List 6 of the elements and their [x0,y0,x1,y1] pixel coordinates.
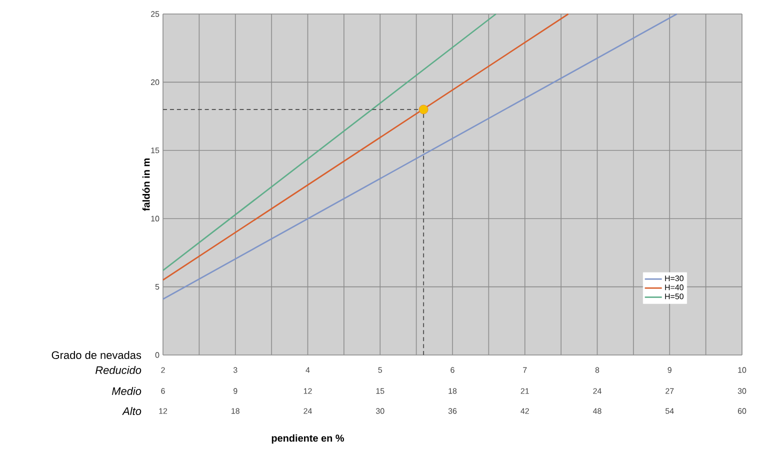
x-axis-title: pendiente en % [272,434,344,444]
text: Reducido [96,366,142,374]
text: Medio [112,386,142,396]
y-axis-title: faldón in m [142,158,150,211]
text: Grado de nevadas [52,350,142,360]
text: Alto [122,406,142,416]
